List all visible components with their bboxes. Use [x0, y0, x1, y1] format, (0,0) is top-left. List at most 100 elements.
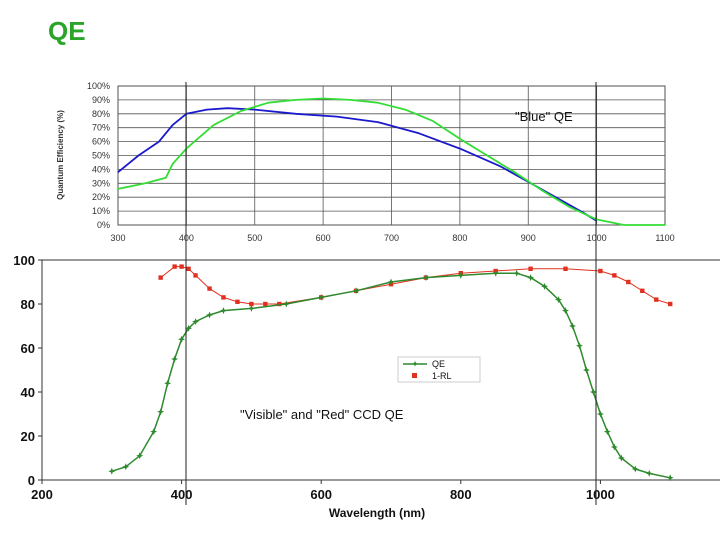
qe-point: [666, 474, 674, 482]
x-tick-label: 300: [110, 233, 125, 243]
x-tick-label: 700: [384, 233, 399, 243]
legend-rl-marker: [412, 373, 417, 378]
qe-point: [492, 269, 500, 277]
rl-point: [277, 301, 282, 307]
y-tick-label: 100%: [87, 81, 110, 91]
qe-point: [562, 307, 569, 315]
qe-point: [247, 304, 255, 312]
qe-point: [192, 318, 200, 326]
x-tick-label: 1100: [655, 233, 674, 243]
x-tick-label: 600: [310, 487, 332, 502]
rl-point: [640, 288, 645, 293]
qe-point: [596, 410, 604, 418]
rl-point: [186, 266, 191, 271]
y-tick-label: 0: [28, 473, 35, 488]
qe-point: [617, 454, 625, 462]
qe-point: [206, 311, 214, 319]
qe-point: [352, 287, 360, 295]
green-qe-curve: [117, 97, 665, 226]
qe-point: [122, 463, 130, 471]
rl-point: [668, 301, 673, 307]
rl-point: [612, 273, 617, 278]
y-tick-label: 60: [21, 341, 35, 356]
qe-point: [157, 408, 165, 416]
qe-point: [422, 274, 430, 282]
y-tick-label: 40: [21, 385, 35, 400]
y-tick-label: 30%: [92, 178, 110, 188]
rl-point: [249, 301, 254, 307]
blue-qe-series: [117, 97, 665, 226]
legend-rl-label: 1-RL: [432, 371, 452, 381]
rl-point: [563, 266, 568, 271]
visible-red-ticks: 02040608010020040060080010001200: [13, 253, 615, 502]
qe-point: [568, 322, 576, 330]
x-tick-label: 800: [450, 487, 472, 502]
rl-point: [598, 268, 603, 274]
qe-point: [164, 379, 172, 387]
x-tick-label: 200: [31, 487, 53, 502]
rl-point: [626, 279, 631, 285]
y-tick-label: 90%: [92, 95, 110, 105]
rl-point: [172, 264, 177, 269]
qe-point: [575, 342, 583, 350]
qe-point: [282, 300, 290, 308]
qe-point: [513, 269, 521, 277]
y-tick-label: 60%: [92, 137, 110, 147]
qe-point: [171, 355, 179, 363]
rl-point: [654, 297, 659, 302]
blue-qe-annotation: "Blue" QE: [515, 109, 573, 124]
blue-qe-ticks: 0%10%20%30%40%50%60%70%80%90%100%3004005…: [87, 81, 675, 243]
y-tick-label: 40%: [92, 164, 110, 174]
qe-point: [589, 388, 597, 396]
y-tick-label: 70%: [92, 123, 110, 133]
qe-point: [185, 324, 193, 332]
legend-qe-label: QE: [432, 359, 445, 369]
rl-point: [263, 301, 268, 307]
visible-red-chart: 02040608010020040060080010001200 Wavelen…: [13, 253, 720, 520]
qe-point: [317, 293, 325, 301]
qe-point: [555, 296, 563, 304]
visible-red-series: [108, 264, 674, 482]
rl-point: [193, 273, 198, 278]
rl-point: [179, 264, 184, 269]
qe-point: [603, 428, 611, 436]
y-tick-label: 20%: [92, 192, 110, 202]
qe-point: [150, 428, 158, 436]
rl-point: [528, 266, 533, 271]
x-tick-label: 800: [452, 233, 467, 243]
qe-point: [178, 335, 186, 343]
x-axis-label: Wavelength (nm): [329, 506, 425, 520]
qe-point: [541, 282, 549, 290]
rl-point: [207, 286, 212, 291]
blue-qe-ylabel: Quantum Efficiency (%): [56, 110, 65, 200]
qe-point: [631, 465, 639, 473]
rl-point: [235, 299, 240, 304]
y-tick-label: 50%: [92, 151, 110, 161]
blue-qe-chart: 0%10%20%30%40%50%60%70%80%90%100%3004005…: [56, 81, 675, 243]
slide-title: QE: [48, 16, 86, 46]
qe-point: [219, 307, 227, 315]
visible-red-annotation: "Visible" and "Red" CCD QE: [240, 407, 404, 422]
qe-point: [136, 452, 144, 460]
y-tick-label: 10%: [92, 206, 110, 216]
qe-point: [645, 469, 653, 477]
x-tick-label: 900: [521, 233, 536, 243]
x-tick-label: 1000: [586, 487, 615, 502]
x-tick-label: 600: [316, 233, 331, 243]
y-tick-label: 100: [13, 253, 35, 268]
qe-point: [610, 443, 618, 451]
y-tick-label: 80%: [92, 109, 110, 119]
qe-point: [457, 271, 465, 279]
chart-legend: ✦ QE 1-RL: [397, 356, 481, 383]
qe-point: [527, 274, 535, 282]
visible-red-frame: [41, 259, 720, 481]
rl-line: [160, 266, 671, 305]
qe-point: [387, 278, 395, 286]
qe-point: [108, 467, 116, 475]
y-tick-label: 20: [21, 429, 35, 444]
x-tick-label: 500: [247, 233, 262, 243]
y-tick-label: 80: [21, 297, 35, 312]
x-tick-label: 1000: [587, 233, 607, 243]
legend-box: [397, 356, 481, 383]
